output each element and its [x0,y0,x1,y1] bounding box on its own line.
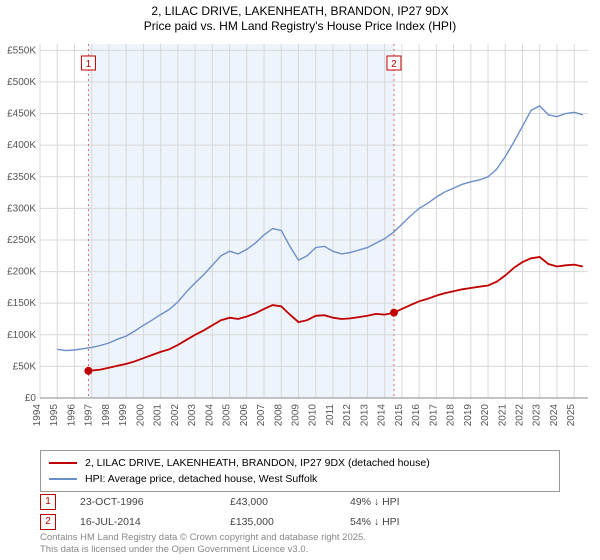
legend: 2, LILAC DRIVE, LAKENHEATH, BRANDON, IP2… [40,450,560,492]
svg-text:1999: 1999 [118,404,129,427]
svg-text:2024: 2024 [549,404,560,427]
svg-text:2012: 2012 [342,404,353,427]
svg-text:2018: 2018 [446,404,457,427]
svg-text:£500K: £500K [7,77,36,88]
sale-row-1: 1 23-OCT-1996 £43,000 49% ↓ HPI [40,494,560,510]
price-chart: £0 £50K £100K £150K £200K £250K £300K £350K £400… [0,38,600,446]
svg-text:2016: 2016 [411,404,422,427]
sale-delta: 54% ↓ HPI [350,516,470,528]
svg-text:2003: 2003 [187,404,198,427]
sale-row-2: 2 16-JUL-2014 £135,000 54% ↓ HPI [40,514,560,530]
legend-label: HPI: Average price, detached house, West… [85,473,317,485]
svg-text:1996: 1996 [66,404,77,427]
svg-text:£150K: £150K [7,298,36,309]
sale-badge: 2 [40,514,56,530]
svg-text:£100K: £100K [7,330,36,341]
svg-text:2004: 2004 [204,404,215,427]
svg-text:£300K: £300K [7,203,36,214]
svg-text:£400K: £400K [7,140,36,151]
svg-text:2021: 2021 [497,404,508,427]
svg-text:1998: 1998 [101,404,112,427]
svg-text:£350K: £350K [7,172,36,183]
chart-title: 2, LILAC DRIVE, LAKENHEATH, BRANDON, IP2… [0,0,600,34]
svg-text:2019: 2019 [463,404,474,427]
svg-text:2010: 2010 [308,404,319,427]
footnote-line-1: Contains HM Land Registry data © Crown c… [40,532,366,544]
svg-text:2000: 2000 [135,404,146,427]
svg-text:£550K: £550K [7,45,36,56]
svg-text:2007: 2007 [256,404,267,427]
sale-date: 23-OCT-1996 [80,496,230,508]
sale-delta: 49% ↓ HPI [350,496,470,508]
legend-swatch [49,462,77,464]
legend-item-hpi: HPI: Average price, detached house, West… [49,471,551,487]
svg-text:2001: 2001 [153,404,164,427]
sale-date: 16-JUL-2014 [80,516,230,528]
svg-text:£0: £0 [25,393,37,404]
footnote-line-2: This data is licensed under the Open Gov… [40,544,366,556]
svg-text:2023: 2023 [532,404,543,427]
sale-badge: 1 [40,494,56,510]
svg-text:1: 1 [86,59,92,70]
legend-item-subject: 2, LILAC DRIVE, LAKENHEATH, BRANDON, IP2… [49,455,551,471]
svg-text:2005: 2005 [222,404,233,427]
svg-text:£50K: £50K [13,361,37,372]
legend-label: 2, LILAC DRIVE, LAKENHEATH, BRANDON, IP2… [85,457,430,469]
title-line-1: 2, LILAC DRIVE, LAKENHEATH, BRANDON, IP2… [0,4,600,19]
svg-text:2006: 2006 [239,404,250,427]
svg-text:2015: 2015 [394,404,405,427]
title-line-2: Price paid vs. HM Land Registry's House … [0,19,600,34]
sale-price: £135,000 [230,516,350,528]
svg-text:£250K: £250K [7,235,36,246]
svg-text:1994: 1994 [32,404,43,427]
svg-text:£450K: £450K [7,109,36,120]
svg-text:2025: 2025 [566,404,577,427]
svg-text:2: 2 [391,59,397,70]
svg-text:£200K: £200K [7,267,36,278]
svg-text:2013: 2013 [359,404,370,427]
svg-text:1997: 1997 [84,404,95,427]
legend-swatch [49,478,77,480]
svg-text:2008: 2008 [273,404,284,427]
svg-text:2009: 2009 [290,404,301,427]
svg-text:2020: 2020 [480,404,491,427]
footnote: Contains HM Land Registry data © Crown c… [40,532,366,556]
svg-text:2002: 2002 [170,404,181,427]
svg-text:2017: 2017 [428,404,439,427]
svg-text:2022: 2022 [515,404,526,427]
svg-text:2014: 2014 [377,404,388,427]
sale-price: £43,000 [230,496,350,508]
svg-text:2011: 2011 [325,404,336,426]
svg-text:1995: 1995 [49,404,60,427]
